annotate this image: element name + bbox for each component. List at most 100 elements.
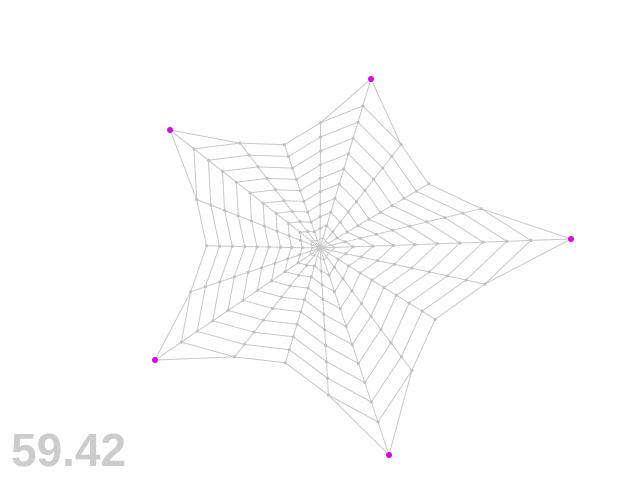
web-thread [380, 211, 410, 227]
web-thread [284, 349, 290, 363]
web-thread [251, 220, 265, 227]
web-thread [261, 246, 270, 268]
anchor-point-icon[interactable] [386, 452, 392, 458]
web-node [402, 196, 406, 200]
web-thread [300, 299, 305, 312]
web-thread [303, 201, 309, 213]
web-node [382, 286, 386, 290]
anchor-point-icon[interactable] [152, 357, 158, 363]
web-node [318, 149, 323, 153]
web-thread [227, 299, 244, 311]
web-node [332, 289, 337, 294]
web-node [427, 182, 431, 186]
web-thread [247, 246, 258, 273]
web-thread [276, 230, 290, 237]
web-thread [447, 275, 467, 281]
web-thread [275, 213, 278, 232]
web-thread [345, 237, 361, 243]
web-thread [320, 183, 340, 192]
web-thread [283, 200, 293, 212]
web-thread [351, 344, 359, 364]
web-node [410, 369, 414, 373]
web-thread [196, 199, 208, 246]
web-thread [275, 189, 301, 192]
web-thread [288, 235, 301, 241]
web-thread [380, 295, 397, 330]
web-node [283, 361, 287, 365]
web-thread [530, 238, 572, 241]
web-node [378, 210, 382, 214]
web-node [346, 210, 350, 214]
web-thread [360, 237, 374, 247]
web-node [309, 220, 313, 224]
web-thread [251, 220, 258, 247]
web-node [390, 203, 394, 208]
web-node [483, 282, 487, 286]
web-thread [285, 262, 299, 273]
web-thread [462, 212, 508, 242]
web-node [249, 219, 254, 223]
web-thread [368, 218, 393, 231]
web-thread [323, 260, 330, 276]
anchor-point-icon[interactable] [167, 127, 173, 133]
web-node [205, 244, 209, 248]
web-node [375, 259, 380, 263]
web-thread [400, 144, 430, 185]
web-node [267, 245, 271, 249]
web-thread [328, 394, 390, 456]
web-thread [325, 345, 327, 362]
web-thread [339, 221, 348, 233]
web-node [333, 196, 337, 201]
web-thread [345, 303, 362, 327]
web-thread [292, 150, 321, 169]
web-node [381, 166, 385, 170]
web-node [255, 288, 260, 292]
web-thread [271, 263, 276, 281]
web-thread [484, 238, 572, 285]
web-node [305, 263, 309, 267]
web-node [282, 199, 286, 203]
web-thread [227, 276, 235, 311]
web-thread [181, 341, 235, 358]
web-node [195, 197, 199, 202]
web-thread [319, 240, 327, 249]
web-node [243, 245, 247, 249]
web-thread [331, 241, 346, 246]
web-thread [330, 198, 336, 213]
web-node [220, 169, 225, 173]
web-node [318, 226, 322, 230]
web-thread [169, 129, 241, 144]
web-thread [319, 247, 325, 261]
web-node [369, 400, 373, 404]
web-node [376, 420, 380, 424]
web-thread [409, 225, 438, 245]
web-thread [353, 245, 373, 248]
web-thread [296, 323, 326, 346]
web-thread [310, 265, 316, 277]
web-node [324, 360, 329, 364]
web-node [241, 298, 245, 302]
web-thread [288, 136, 321, 157]
web-thread [348, 256, 362, 267]
web-anchors[interactable] [152, 76, 574, 458]
web-thread [347, 138, 354, 154]
anchor-point-icon[interactable] [568, 236, 574, 242]
web-thread [210, 204, 220, 247]
web-node [350, 289, 354, 293]
web-thread [480, 208, 532, 241]
web-node [443, 216, 447, 220]
web-thread [275, 213, 289, 224]
web-node [389, 341, 393, 345]
web-node [283, 270, 287, 274]
web-node [390, 154, 394, 158]
web-thread [262, 308, 273, 321]
web-node [306, 286, 310, 290]
web-node [445, 274, 450, 278]
web-thread [310, 254, 315, 257]
web-node [296, 261, 300, 265]
anchor-point-icon[interactable] [368, 76, 374, 82]
web-node [252, 330, 256, 334]
web-thread [258, 166, 293, 169]
web-thread [444, 212, 463, 219]
